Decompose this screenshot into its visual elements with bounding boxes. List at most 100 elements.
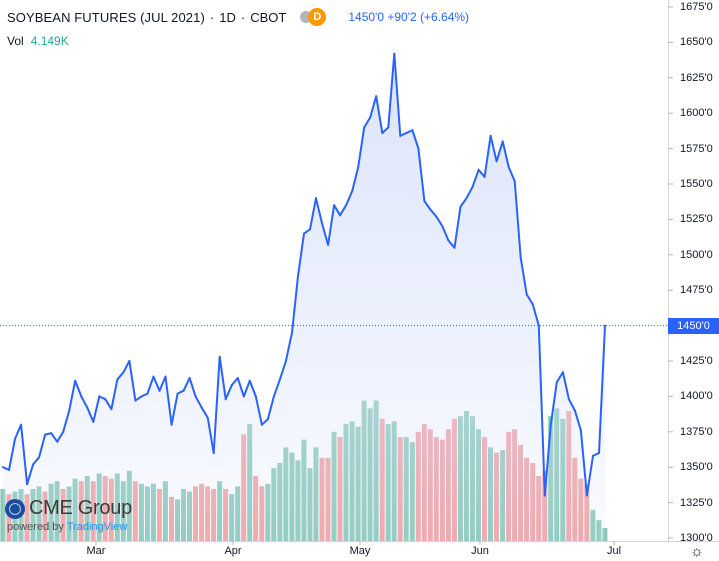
price-tick-label: 1400'0 [680, 390, 713, 403]
market-status-badge[interactable]: D [300, 8, 327, 26]
price-line-segment [98, 395, 107, 401]
price-line-segment [254, 395, 263, 426]
price-line-segment [260, 418, 269, 426]
price-tick-label: 1600'0 [680, 107, 713, 120]
price-line-segment [363, 116, 372, 129]
price-line-segment [230, 377, 239, 387]
gear-icon[interactable]: ☼ [690, 543, 704, 560]
price-line-segment [134, 395, 143, 402]
last-price-tag: 1450'0 [668, 317, 719, 334]
price-line-segment [206, 416, 215, 454]
price-line-segment [592, 452, 600, 457]
price-line-segment [50, 432, 59, 443]
price-line-segment [315, 197, 324, 225]
price-line-segment [531, 303, 540, 327]
price-line-segment [573, 409, 582, 432]
price-tick-label: 1550'0 [680, 178, 713, 190]
price-line-segment [284, 331, 293, 362]
cme-globe-icon [5, 498, 25, 519]
cme-logo: CME Group [5, 497, 132, 520]
price-line-segment [110, 378, 119, 411]
price-line-segment [38, 433, 47, 459]
price-line-segment [549, 381, 558, 426]
price-line-segment [513, 180, 522, 259]
tradingview-link[interactable]: TradingView [66, 521, 128, 533]
price-change: +90'2 [387, 10, 417, 24]
price-line-segment [507, 166, 516, 183]
price-tick-label: 1650'0 [680, 36, 713, 49]
price-line-segment [297, 232, 305, 277]
price-area-fill [3, 53, 605, 541]
price-tick-label: 1525'0 [680, 213, 713, 226]
price-tick-label: 1500'0 [680, 248, 713, 261]
branding-logo[interactable]: CME Group powered by TradingView [5, 497, 132, 533]
time-tick-label: Apr [224, 545, 242, 557]
price-line-segment [375, 95, 384, 134]
price-line-segment [86, 406, 95, 423]
price-line-segment [477, 168, 486, 178]
price-line-segment [459, 197, 468, 208]
price-line-segment [519, 256, 528, 296]
price-line-segment [405, 129, 414, 134]
price-line-segment [537, 324, 546, 497]
price-line-segment [543, 423, 552, 497]
price-line-segment [8, 437, 16, 471]
price-line-segment [128, 360, 137, 402]
price-line-segment [56, 430, 65, 443]
price-line-segment [44, 432, 53, 436]
price-line-segment [188, 377, 197, 398]
price-line-segment [242, 379, 251, 398]
price-tick-label: 1425'0 [680, 355, 713, 367]
volume-label: Vol [7, 34, 24, 48]
price-line-segment [80, 395, 89, 409]
price-line-segment [417, 147, 426, 202]
price-line-segment [501, 140, 510, 168]
price-line-segment [92, 395, 101, 423]
price-line-segment [561, 371, 570, 401]
time-tick-label: Jul [606, 545, 622, 557]
price-line-segment [164, 375, 173, 426]
price-line-segment [585, 454, 594, 497]
price-line-segment [555, 371, 564, 384]
interval-label[interactable]: 1D [219, 9, 236, 25]
symbol-title[interactable]: SOYBEAN FUTURES (JUL 2021) [7, 9, 205, 25]
price-line-segment [152, 375, 161, 392]
powered-by: powered by TradingView [5, 521, 132, 533]
price-line-segment [339, 204, 348, 217]
price-line-segment [32, 456, 41, 466]
price-line-segment [2, 466, 10, 471]
price-tick-label: 1375'0 [680, 425, 713, 438]
price-line-segment [266, 395, 275, 421]
price-line-segment [218, 355, 227, 401]
volume-legend[interactable]: Vol 4.149K [7, 34, 69, 48]
price-line-segment [441, 225, 450, 242]
price-line-segment [62, 409, 71, 433]
price-line-segment [333, 204, 342, 217]
price-line-segment [278, 360, 287, 381]
header-separator: · [209, 9, 215, 25]
price-line-segment [212, 355, 221, 454]
time-tick-label: Mar [86, 545, 106, 557]
price-line-segment [309, 197, 317, 231]
time-tick-label: Jun [471, 545, 489, 557]
price-line-segment [483, 134, 492, 178]
last-price-readout: 1450'0 +90'2 (+6.64%) [348, 10, 469, 24]
price-tick-label: 1350'0 [680, 461, 713, 474]
price-line-segment [236, 377, 245, 398]
price-line-segment [26, 463, 35, 486]
price-line-segment [471, 168, 480, 188]
price-line-segment [598, 324, 606, 454]
price-line-segment [345, 190, 354, 207]
price-line-segment [579, 429, 588, 497]
price-line-segment [429, 208, 438, 218]
price-line-segment [369, 95, 378, 119]
price-line-segment [465, 185, 474, 200]
price-line-segment [176, 389, 185, 395]
time-tick-label: May [349, 545, 371, 557]
price-line-segment [411, 129, 420, 150]
price-tick-label: 1325'0 [680, 496, 713, 509]
price-line-segment [224, 384, 233, 401]
price-line-segment [122, 360, 131, 374]
